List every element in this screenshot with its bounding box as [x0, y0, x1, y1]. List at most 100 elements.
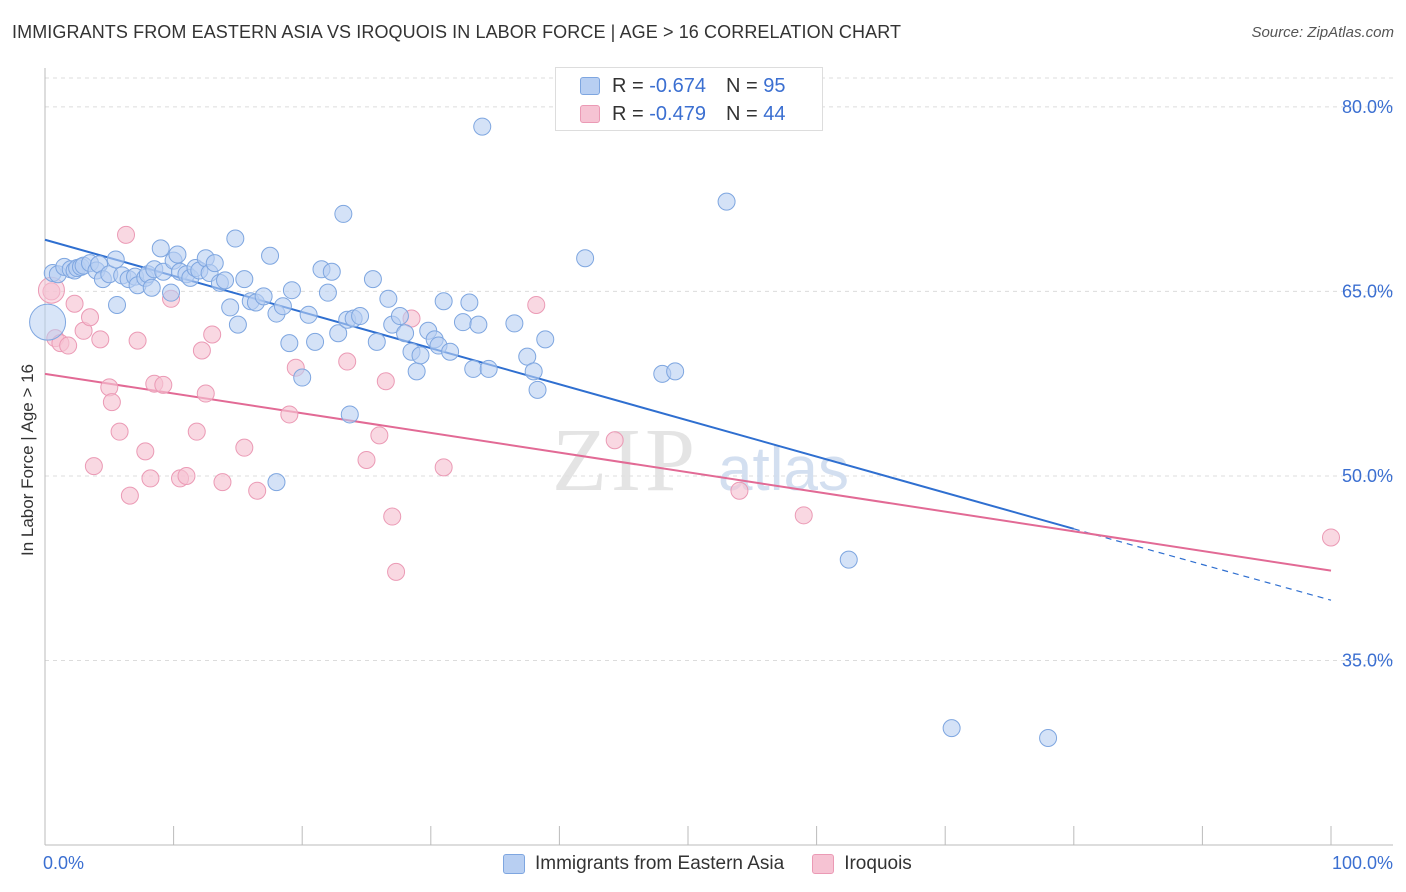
pink-swatch: [812, 854, 835, 874]
eastern-asia-point: [162, 283, 181, 302]
eastern-asia-point: [528, 380, 547, 399]
eastern-asia-point: [151, 239, 170, 258]
iroquois-point: [376, 372, 395, 391]
eastern-asia-point: [1039, 728, 1058, 747]
source-credit: Source: ZipAtlas.com: [1251, 24, 1394, 41]
iroquois-point: [357, 450, 376, 469]
legend-row-blue: R = -0.674 N = 95: [580, 74, 785, 98]
eastern-asia-point: [108, 295, 127, 314]
r-value-blue: -0.674: [649, 74, 706, 97]
y-tick-label: 80.0%: [1342, 97, 1393, 117]
n-label: N =: [725, 102, 758, 125]
eastern-asia-point: [434, 292, 453, 311]
iroquois-point: [338, 352, 357, 371]
eastern-asia-point: [839, 550, 858, 569]
eastern-asia-point: [318, 283, 337, 302]
n-value-pink: 44: [763, 102, 786, 125]
watermark: ZIP atlas: [552, 411, 849, 510]
legend-row-pink: R = -0.479 N = 44: [580, 102, 785, 126]
eastern-asia-point: [216, 271, 235, 290]
iroquois-point: [59, 336, 78, 355]
iroquois-point: [136, 442, 155, 461]
eastern-asia-point: [340, 405, 359, 424]
eastern-asia-point: [473, 117, 492, 136]
iroquois-point: [120, 486, 139, 505]
tick-labels: 35.0% 50.0% 65.0% 80.0% 0.0% 100.0%: [43, 97, 1393, 873]
eastern-asia-point: [524, 362, 543, 381]
eastern-asia-point: [479, 359, 498, 378]
eastern-asia-point: [441, 342, 460, 361]
eastern-asia-point: [396, 324, 415, 343]
iroquois-point: [387, 562, 406, 581]
eastern-asia-point: [273, 297, 292, 316]
stats-legend: R = -0.674 N = 95 R = -0.479 N = 44: [555, 67, 823, 131]
trend-lines: [44, 238, 1332, 601]
iroquois-point: [117, 225, 136, 244]
iroquois-point: [280, 405, 299, 424]
eastern-asia-point: [329, 324, 348, 343]
eastern-asia-points: [29, 117, 1058, 747]
eastern-asia-point: [942, 719, 961, 738]
blue-swatch: [503, 854, 525, 874]
eastern-asia-point: [228, 315, 247, 334]
iroquois-point: [154, 375, 173, 394]
n-label: N =: [725, 74, 758, 97]
eastern-asia-point: [469, 315, 488, 334]
eastern-asia-point: [379, 289, 398, 308]
iroquois-point: [65, 294, 84, 313]
eastern-asia-point: [142, 278, 161, 297]
eastern-asia-point: [306, 332, 325, 351]
eastern-asia-point: [460, 293, 479, 312]
eastern-asia-point: [322, 262, 341, 281]
iroquois-point: [196, 384, 215, 403]
iroquois-point: [794, 506, 813, 525]
eastern-asia-point: [717, 192, 736, 211]
iroquois-point: [203, 325, 222, 344]
eastern-asia-point: [666, 362, 685, 381]
r-value-pink: -0.479: [649, 102, 706, 125]
eastern-asia-point: [221, 298, 240, 317]
eastern-asia-point: [453, 313, 472, 332]
pink-swatch: [580, 105, 600, 123]
r-label: R =: [612, 102, 644, 125]
iroquois-point: [235, 438, 254, 457]
y-tick-label: 50.0%: [1342, 466, 1393, 486]
legend-item-iroquois[interactable]: Iroquois: [812, 853, 912, 875]
iroquois-point: [100, 378, 119, 397]
iroquois-point: [128, 331, 147, 350]
eastern-asia-point: [505, 314, 524, 333]
iroquois-point: [81, 308, 100, 327]
y-tick-label: 65.0%: [1342, 281, 1393, 301]
eastern-asia-point: [367, 332, 386, 351]
r-label: R =: [612, 74, 644, 97]
iroquois-point: [84, 457, 103, 476]
eastern-asia-point: [351, 307, 370, 326]
axes: [44, 68, 1393, 846]
eastern-asia-point: [299, 305, 318, 324]
iroquois-point: [141, 469, 160, 488]
eastern-asia-point: [407, 362, 426, 381]
iroquois-point: [605, 431, 624, 450]
eastern-asia-point: [267, 473, 286, 492]
chart-title: IMMIGRANTS FROM EASTERN ASIA VS IROQUOIS…: [12, 22, 902, 42]
gridlines: [45, 77, 1393, 661]
eastern-asia-point: [280, 334, 299, 353]
eastern-asia-point: [205, 254, 224, 273]
legend-label-eastern-asia: Immigrants from Eastern Asia: [535, 853, 785, 874]
eastern-asia-point: [411, 346, 430, 365]
iroquois-point: [192, 341, 211, 360]
iroquois-point: [213, 473, 232, 492]
watermark-zip: ZIP: [552, 411, 699, 510]
eastern-asia-point: [293, 368, 312, 387]
iroquois-point: [110, 422, 129, 441]
iroquois-point: [102, 393, 121, 412]
legend-item-eastern-asia[interactable]: Immigrants from Eastern Asia: [503, 853, 784, 875]
eastern-asia-trend-extension: [1073, 528, 1332, 601]
eastern-asia-point: [334, 204, 353, 223]
y-tick-label: 35.0%: [1342, 650, 1393, 670]
iroquois-point: [370, 426, 389, 445]
iroquois-point: [527, 295, 546, 314]
iroquois-point: [91, 330, 110, 349]
eastern-asia-point: [168, 245, 187, 264]
